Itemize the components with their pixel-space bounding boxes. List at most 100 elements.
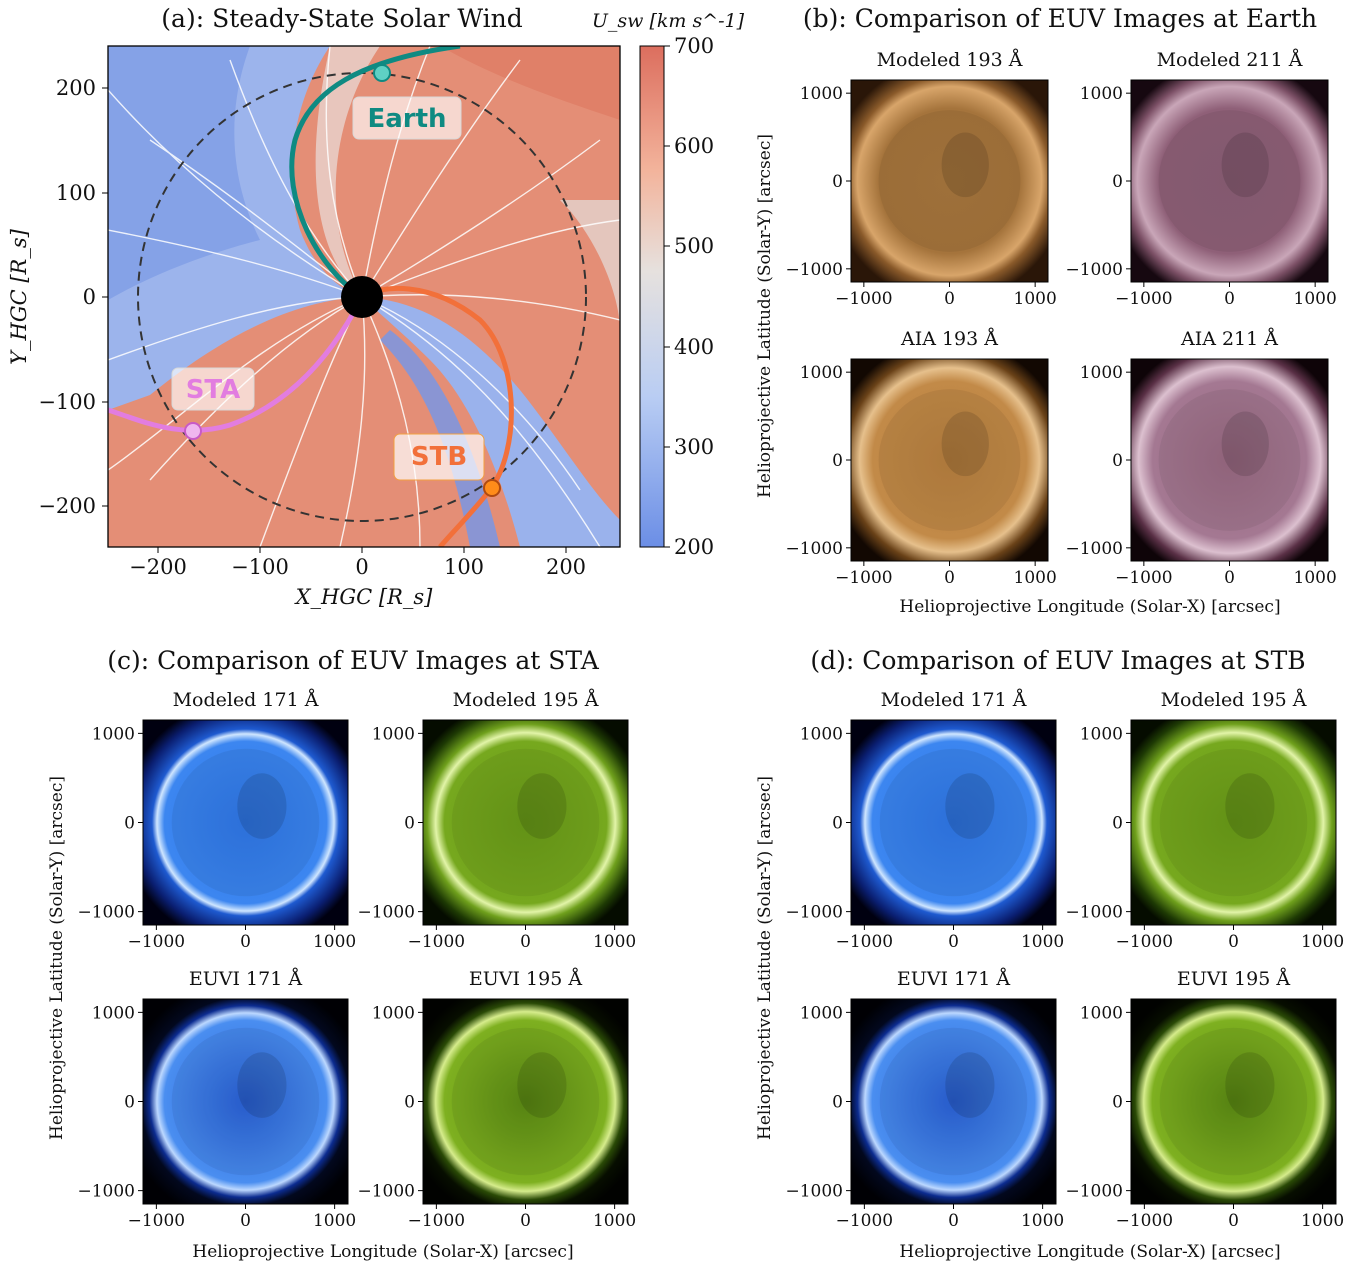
coronal-hole <box>945 773 995 839</box>
solar-disk <box>1158 110 1301 252</box>
coronal-hole <box>1225 1052 1275 1118</box>
image-y-tick: 0 <box>124 814 135 834</box>
euv-image <box>850 79 1049 283</box>
image-x-tick: 0 <box>948 932 959 952</box>
image-x-tick: 0 <box>948 1211 959 1231</box>
image-y-tick: 0 <box>832 814 843 834</box>
image-y-tick: 1000 <box>1080 724 1123 744</box>
stb-label: STB <box>411 442 467 472</box>
cbar-tick: 600 <box>674 134 714 158</box>
image-y-tick: 1000 <box>1080 1003 1123 1023</box>
image-y-tick: 0 <box>124 1093 135 1113</box>
image-x-tick: 0 <box>240 1211 251 1231</box>
x-tick-label: −200 <box>129 555 187 579</box>
coronal-hole <box>1225 773 1275 839</box>
solar-disk <box>1159 1027 1308 1176</box>
image-x-tick: 0 <box>240 932 251 952</box>
image-x-tick: −1000 <box>1115 568 1173 588</box>
solar-disk <box>1159 748 1308 897</box>
solar-disk <box>878 389 1021 531</box>
colorbar-ticks: 700 600 500 400 300 200 <box>664 34 714 559</box>
image-x-tick: 0 <box>1228 932 1239 952</box>
coronal-hole <box>1221 132 1269 198</box>
image-y-tick: 1000 <box>1080 363 1123 383</box>
image-y-tick: 0 <box>832 172 843 192</box>
image-subtitle: Modeled 195 Å <box>1161 689 1307 711</box>
image-subtitle: EUVI 171 Å <box>897 968 1010 990</box>
image-subtitle: EUVI 171 Å <box>189 968 302 990</box>
image-x-tick: −1000 <box>836 932 894 952</box>
image-y-tick: 1000 <box>372 1003 415 1023</box>
colorbar-label: U_sw [km s^-1] <box>592 10 745 32</box>
solar-disk <box>879 1027 1028 1176</box>
image-y-tick: −1000 <box>785 903 843 923</box>
euv-image <box>850 998 1057 1205</box>
cbar-tick: 500 <box>674 234 714 258</box>
image-x-tick: −1000 <box>128 1211 186 1231</box>
image-y-tick: 1000 <box>800 84 843 104</box>
image-x-tick: −1000 <box>1116 932 1174 952</box>
image-x-tick: −1000 <box>408 1211 466 1231</box>
image-xlabel: Helioprojective Longitude (Solar-X) [arc… <box>192 1242 573 1262</box>
panel-a-title: (a): Steady-State Solar Wind <box>161 4 522 33</box>
cbar-tick: 300 <box>674 435 714 459</box>
euv-image <box>1130 719 1337 926</box>
image-x-tick: 1000 <box>1021 932 1064 952</box>
image-subtitle: Modeled 193 Å <box>877 49 1023 71</box>
panel-a-y-ticks: 200 100 0 −100 −200 <box>38 76 108 518</box>
euv-image <box>850 719 1057 926</box>
image-y-tick: −1000 <box>1065 1182 1123 1202</box>
image-subtitle: Modeled 171 Å <box>173 689 319 711</box>
image-y-tick: 1000 <box>92 1003 135 1023</box>
image-x-tick: 1000 <box>593 932 636 952</box>
image-x-tick: −1000 <box>835 568 893 588</box>
image-y-tick: −1000 <box>77 1182 135 1202</box>
euv-image <box>850 358 1049 562</box>
image-y-tick: −1000 <box>785 1182 843 1202</box>
image-ylabel: Helioprojective Latitude (Solar-Y) [arcs… <box>47 776 67 1140</box>
y-tick-label: 100 <box>56 181 96 205</box>
euv-image <box>1130 79 1329 283</box>
solar-disk <box>878 110 1021 252</box>
image-y-tick: 1000 <box>1080 84 1123 104</box>
image-x-tick: −1000 <box>1116 1211 1174 1231</box>
image-x-tick: 1000 <box>1301 932 1344 952</box>
panel-d-title: (d): Comparison of EUV Images at STB <box>810 646 1305 675</box>
x-tick-label: −100 <box>231 555 289 579</box>
image-y-tick: 0 <box>832 1093 843 1113</box>
earth-label: Earth <box>367 104 446 134</box>
image-x-tick: 1000 <box>1014 289 1057 309</box>
y-tick-label: 200 <box>56 76 96 100</box>
image-y-tick: −1000 <box>1065 539 1123 559</box>
solar-disk <box>1158 389 1301 531</box>
coronal-hole <box>945 1052 995 1118</box>
image-subtitle: EUVI 195 Å <box>469 968 582 990</box>
image-x-tick: 0 <box>1224 568 1235 588</box>
image-y-tick: 1000 <box>92 724 135 744</box>
image-y-tick: 1000 <box>800 1003 843 1023</box>
image-y-tick: −1000 <box>77 903 135 923</box>
image-y-tick: −1000 <box>785 539 843 559</box>
y-tick-label: −200 <box>38 494 96 518</box>
colorbar <box>639 45 665 548</box>
image-x-tick: 0 <box>520 932 531 952</box>
coronal-hole <box>517 1052 567 1118</box>
image-x-tick: 1000 <box>1021 1211 1064 1231</box>
image-y-tick: 1000 <box>800 363 843 383</box>
image-xlabel: Helioprojective Longitude (Solar-X) [arc… <box>899 597 1280 617</box>
coronal-hole <box>517 773 567 839</box>
euv-image <box>422 998 629 1205</box>
sta-label: STA <box>186 375 241 405</box>
coronal-hole <box>941 132 989 198</box>
image-subtitle: Modeled 211 Å <box>1157 49 1303 71</box>
solar-disk <box>879 748 1028 897</box>
image-y-tick: −1000 <box>357 1182 415 1202</box>
euv-image <box>1130 998 1337 1205</box>
coronal-hole <box>941 411 989 477</box>
image-subtitle: EUVI 195 Å <box>1177 968 1290 990</box>
image-x-tick: 1000 <box>313 932 356 952</box>
image-x-tick: 1000 <box>313 1211 356 1231</box>
image-subtitle: AIA 211 Å <box>1180 328 1278 350</box>
image-y-tick: 0 <box>1112 814 1123 834</box>
